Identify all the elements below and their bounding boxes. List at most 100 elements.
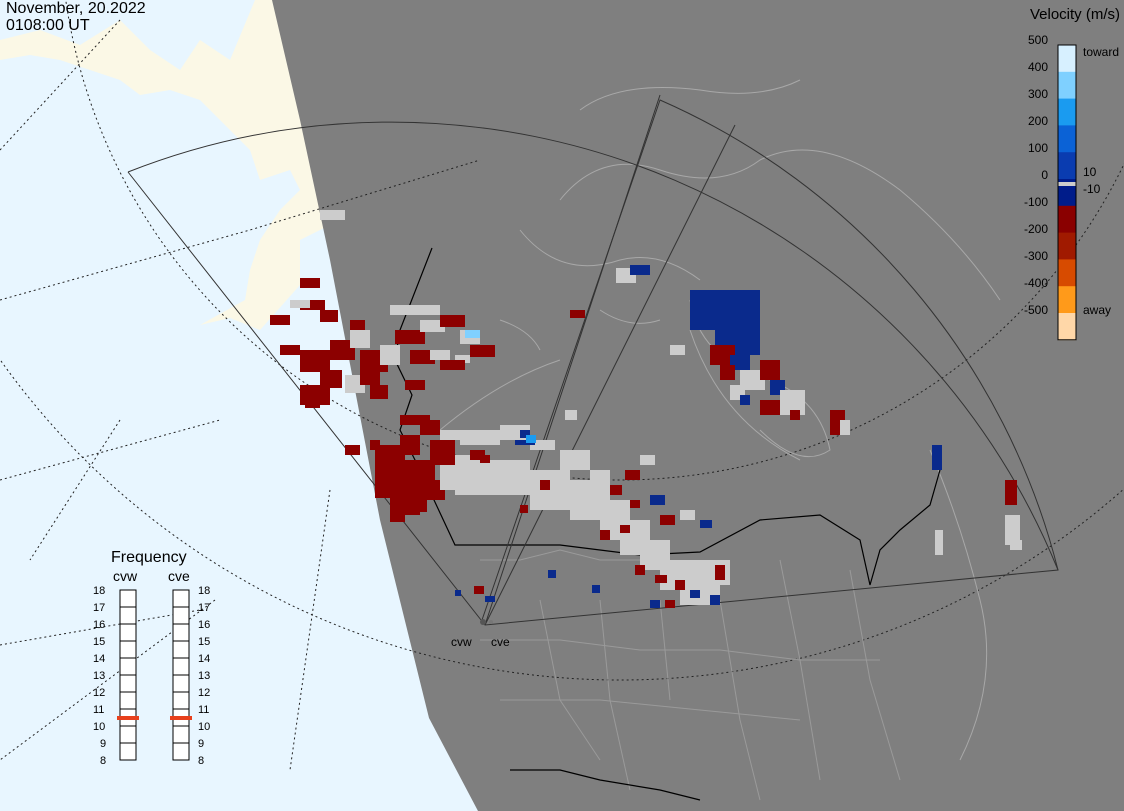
- scatter-cell: [290, 300, 310, 308]
- scatter-cell: [526, 435, 536, 443]
- frequency-tick: 18: [93, 585, 106, 597]
- scatter-cell: [650, 495, 665, 505]
- frequency-tick: 16: [198, 619, 211, 631]
- colorbar-segment: [1058, 98, 1076, 126]
- velocity-tick: 200: [1027, 114, 1048, 128]
- scatter-cell: [530, 490, 540, 500]
- scatter-cell: [485, 596, 495, 602]
- scatter-cell: [350, 330, 370, 348]
- frequency-tick: 13: [93, 670, 106, 682]
- scatter-cell: [480, 455, 490, 463]
- scatter-cell: [440, 430, 460, 440]
- scatter-cell: [390, 510, 405, 522]
- scatter-cell: [932, 445, 942, 470]
- frequency-cell: [172, 674, 190, 693]
- scatter-cell: [840, 420, 850, 435]
- scatter-cells: [270, 210, 1022, 608]
- frequency-tick: 11: [93, 704, 105, 716]
- scatter-cell: [740, 395, 750, 405]
- scatter-cell: [520, 430, 530, 438]
- scatter-cell: [320, 310, 338, 322]
- scatter-cell: [455, 355, 470, 363]
- scatter-cell: [280, 345, 300, 355]
- frequency-tick: 10: [198, 721, 211, 733]
- scatter-cell: [530, 440, 555, 450]
- graticule: [0, 0, 1124, 771]
- scatter-cell: [430, 440, 455, 465]
- scatter-cell: [420, 320, 445, 332]
- scatter-cell: [670, 345, 685, 355]
- frequency-marker: [170, 716, 192, 720]
- radar-label-cve: cve: [168, 568, 190, 584]
- scatter-cell: [760, 400, 780, 415]
- scatter-cell: [630, 500, 640, 508]
- scatter-cell: [650, 600, 660, 608]
- velocity-colorbar: [1057, 44, 1077, 341]
- velocity-away-label: away: [1083, 303, 1112, 317]
- velocity-tick: 500: [1027, 33, 1048, 47]
- frequency-cell: [172, 623, 190, 642]
- velocity-neg-small-label: -10: [1083, 182, 1101, 196]
- frequency-tick: 14: [198, 653, 211, 665]
- scatter-cell: [1010, 540, 1022, 550]
- scatter-cell: [548, 570, 556, 578]
- scatter-cell: [400, 415, 430, 425]
- scatter-cell: [592, 585, 600, 593]
- frequency-cell: [119, 657, 137, 676]
- scatter-cell: [710, 345, 735, 365]
- frequency-cell: [119, 623, 137, 642]
- scatter-cell: [690, 590, 700, 598]
- colorbar-outline: [1057, 44, 1077, 341]
- frequency-cell: [172, 691, 190, 710]
- scatter-cell: [330, 340, 355, 360]
- scatter-cell: [460, 430, 500, 445]
- scatter-cell: [390, 305, 440, 315]
- scatter-cell: [540, 480, 550, 490]
- scatter-cell: [655, 575, 667, 583]
- night-side: [272, 0, 1124, 811]
- colorbar-segment: [1058, 205, 1076, 234]
- scatter-cell: [620, 525, 630, 533]
- scatter-cell: [565, 410, 577, 420]
- scatter-cell: [320, 370, 342, 388]
- scatter-cell: [455, 590, 461, 596]
- frequency-tick: 10: [93, 721, 106, 733]
- velocity-title: Velocity (m/s): [1029, 6, 1120, 23]
- scatter-cell: [675, 580, 685, 590]
- scatter-cell: [395, 330, 425, 344]
- velocity-pos-small-label: 10: [1083, 165, 1097, 179]
- frequency-tick: 15: [93, 636, 106, 648]
- frequency-tick: 9: [100, 738, 107, 750]
- frequency-tick: 13: [198, 670, 211, 682]
- site-marker-cvw: [480, 619, 486, 625]
- velocity-tick: -300: [1023, 249, 1048, 263]
- scatter-cell: [560, 450, 590, 470]
- frequency-cell: [172, 742, 190, 761]
- colorbar-segment: [1058, 313, 1076, 341]
- date-label: November, 20.2022: [6, 0, 146, 17]
- scatter-cell: [515, 440, 535, 445]
- velocity-tick: -100: [1023, 195, 1048, 209]
- velocity-tick: 300: [1027, 87, 1048, 101]
- frequency-tick: 14: [93, 653, 106, 665]
- radar-label-cvw: cvw: [113, 568, 138, 584]
- colorbar-segment: [1058, 152, 1076, 180]
- scatter-cell: [360, 365, 380, 385]
- scatter-cell: [520, 505, 528, 513]
- scatter-cell: [405, 380, 425, 390]
- scatter-cell: [300, 350, 330, 372]
- frequency-tick: 9: [198, 738, 205, 750]
- scatter-cell: [474, 586, 484, 594]
- scatter-cell: [410, 350, 435, 364]
- scatter-cell: [300, 278, 320, 288]
- frequency-cell: [119, 691, 137, 710]
- colorbar-ground-band: [1058, 182, 1076, 186]
- scatter-cell: [740, 370, 765, 390]
- scatter-cell: [590, 470, 610, 480]
- frequency-tick: 16: [93, 619, 106, 631]
- frequency-tick: 18: [198, 585, 211, 597]
- scatter-cell: [630, 265, 650, 275]
- scatter-cell: [935, 530, 943, 555]
- colorbar-segment: [1058, 286, 1076, 314]
